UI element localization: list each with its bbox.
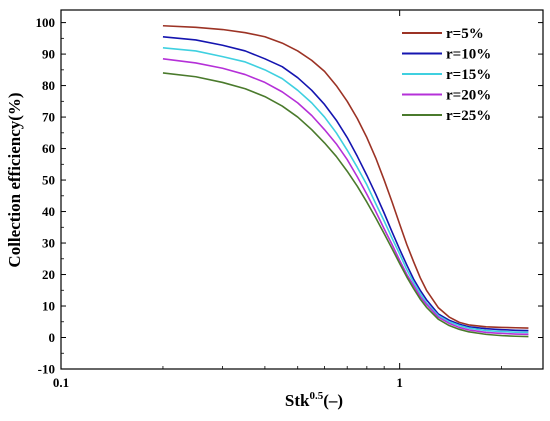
- y-axis-title: Collection efficiency(%): [5, 92, 24, 267]
- plot-frame: [60, 9, 544, 370]
- y-tick-label: 0: [49, 330, 56, 345]
- legend-label-2: r=10%: [446, 47, 491, 63]
- x-axis-title-suffix: (–): [323, 391, 343, 410]
- series-line-1: [162, 24, 529, 329]
- y-tick-label: 10: [42, 299, 55, 314]
- series-line-2: [162, 35, 529, 332]
- y-tick-label: 100: [36, 15, 56, 30]
- y-tick-label: 90: [42, 47, 55, 62]
- legend-label-4: r=20%: [446, 88, 491, 104]
- legend-label-3: r=15%: [446, 67, 491, 83]
- y-tick-label: 50: [42, 173, 55, 188]
- x-axis-title-main: Stk: [285, 391, 310, 410]
- legend-label-5: r=25%: [446, 108, 491, 124]
- y-tick-label: 20: [42, 267, 55, 282]
- y-tick-label: 70: [42, 110, 55, 125]
- y-tick-label: 80: [42, 78, 55, 93]
- x-axis-title: Stk0.5(–): [285, 390, 343, 410]
- y-tick-label: 40: [42, 204, 55, 219]
- series-line-3: [162, 46, 529, 334]
- x-tick-label: 1: [396, 375, 403, 390]
- series-line-5: [162, 72, 529, 338]
- y-tick-label: 60: [42, 141, 55, 156]
- y-tick-label: -10: [38, 362, 55, 377]
- series-line-4: [162, 58, 529, 336]
- y-tick-label: 30: [42, 236, 55, 251]
- x-axis-title-superscript: 0.5: [310, 390, 324, 402]
- x-tick-label: 0.1: [53, 375, 69, 390]
- legend-label-1: r=5%: [446, 26, 484, 42]
